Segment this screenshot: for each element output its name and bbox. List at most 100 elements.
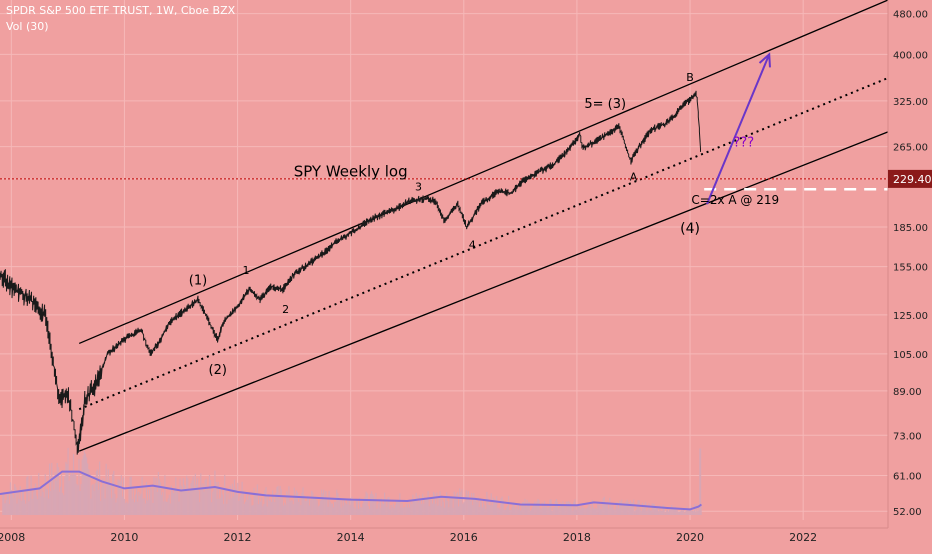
- volume-bar: [672, 507, 674, 515]
- volume-bar: [645, 501, 647, 515]
- volume-bar: [50, 491, 52, 515]
- volume-bar: [183, 484, 186, 515]
- volume-bar: [497, 508, 499, 515]
- volume-bar: [593, 508, 596, 515]
- volume-bar: [303, 494, 305, 515]
- volume-bar: [292, 504, 294, 515]
- volume-bar: [639, 508, 641, 515]
- volume-bar: [630, 502, 633, 515]
- volume-bar: [200, 473, 202, 515]
- volume-bar: [167, 498, 169, 515]
- volume-bar: [90, 498, 92, 515]
- volume-bar: [378, 498, 380, 515]
- volume-bar: [517, 509, 519, 515]
- volume-bar: [205, 478, 207, 515]
- volume-bar: [499, 509, 501, 515]
- volume-bar: [22, 491, 25, 515]
- volume-bar: [549, 499, 551, 515]
- volume-bar: [677, 511, 679, 515]
- volume-bar: [339, 498, 341, 515]
- volume-bar: [344, 502, 347, 515]
- volume-bar: [425, 500, 427, 515]
- volume-bar: [694, 503, 696, 515]
- volume-bar: [320, 489, 323, 515]
- volume-bar: [312, 492, 314, 515]
- volume-bar: [362, 503, 364, 515]
- volume-bar: [514, 508, 516, 515]
- volume-bar: [306, 496, 308, 515]
- volume-bar: [508, 495, 510, 515]
- volume-bar: [151, 488, 153, 515]
- volume-bar: [159, 482, 162, 515]
- volume-indicator-label: Vol (30): [6, 20, 49, 33]
- volume-bar: [209, 480, 212, 515]
- volume-bar: [238, 500, 240, 515]
- volume-bar: [53, 489, 55, 515]
- volume-bar: [650, 510, 652, 515]
- volume-bar: [380, 498, 382, 515]
- volume-bar: [452, 507, 454, 515]
- volume-bar: [323, 489, 325, 515]
- volume-bar: [121, 496, 124, 515]
- volume-bar: [620, 501, 622, 515]
- volume-bar: [260, 501, 262, 515]
- volume-bar: [257, 504, 260, 515]
- volume-bar: [190, 483, 192, 515]
- volume-bar: [174, 488, 176, 515]
- x-tick-label: 2020: [676, 531, 704, 544]
- volume-bar: [169, 503, 171, 515]
- volume-bar: [660, 510, 662, 515]
- volume-bar: [180, 485, 182, 515]
- volume-bar: [182, 478, 184, 515]
- volume-bar: [39, 489, 41, 515]
- volume-bar: [133, 502, 136, 515]
- volume-bar: [139, 495, 141, 515]
- volume-bar: [193, 487, 195, 515]
- volume-bar: [308, 505, 311, 515]
- volume-bar: [115, 502, 117, 515]
- x-tick-label: 2016: [450, 531, 478, 544]
- volume-bar: [516, 504, 518, 515]
- volume-bar: [348, 498, 350, 515]
- volume-bar: [338, 496, 340, 515]
- volume-bar: [78, 458, 80, 515]
- volume-bar: [333, 501, 336, 515]
- volume-bar: [229, 485, 231, 515]
- volume-bar: [295, 490, 298, 515]
- volume-bar: [208, 474, 211, 515]
- volume-bar: [245, 493, 248, 515]
- volume-bar: [140, 493, 142, 515]
- volume-bar: [550, 499, 552, 515]
- volume-bar: [624, 503, 626, 515]
- volume-bar: [434, 493, 436, 515]
- volume-bar: [535, 503, 537, 515]
- volume-bar: [331, 503, 334, 515]
- volume-bar: [600, 509, 602, 515]
- volume-bar: [558, 508, 560, 515]
- volume-bar: [625, 501, 627, 515]
- wave-label: (4): [680, 221, 700, 237]
- volume-bar: [103, 484, 105, 515]
- volume-bar: [226, 503, 228, 515]
- volume-bar: [682, 510, 684, 515]
- volume-bar: [658, 511, 660, 515]
- price-badge-label: 229.40: [893, 173, 932, 186]
- symbol-title: SPDR S&P 500 ETF TRUST, 1W, Cboe BZX: [6, 4, 236, 17]
- volume-bar: [21, 489, 24, 515]
- volume-bar: [680, 509, 683, 515]
- volume-bar: [398, 500, 400, 515]
- volume-bar: [172, 493, 175, 515]
- volume-bar: [381, 502, 384, 515]
- volume-bar: [554, 500, 556, 515]
- volume-bar: [555, 499, 558, 515]
- volume-bar: [214, 470, 216, 515]
- volume-bar: [687, 510, 689, 515]
- volume-bar: [668, 509, 671, 515]
- volume-bar: [659, 505, 661, 515]
- volume-bar: [60, 474, 63, 515]
- volume-bar: [69, 474, 71, 515]
- volume-bar: [124, 498, 126, 515]
- volume-bar: [327, 506, 329, 515]
- volume-bar: [79, 490, 81, 515]
